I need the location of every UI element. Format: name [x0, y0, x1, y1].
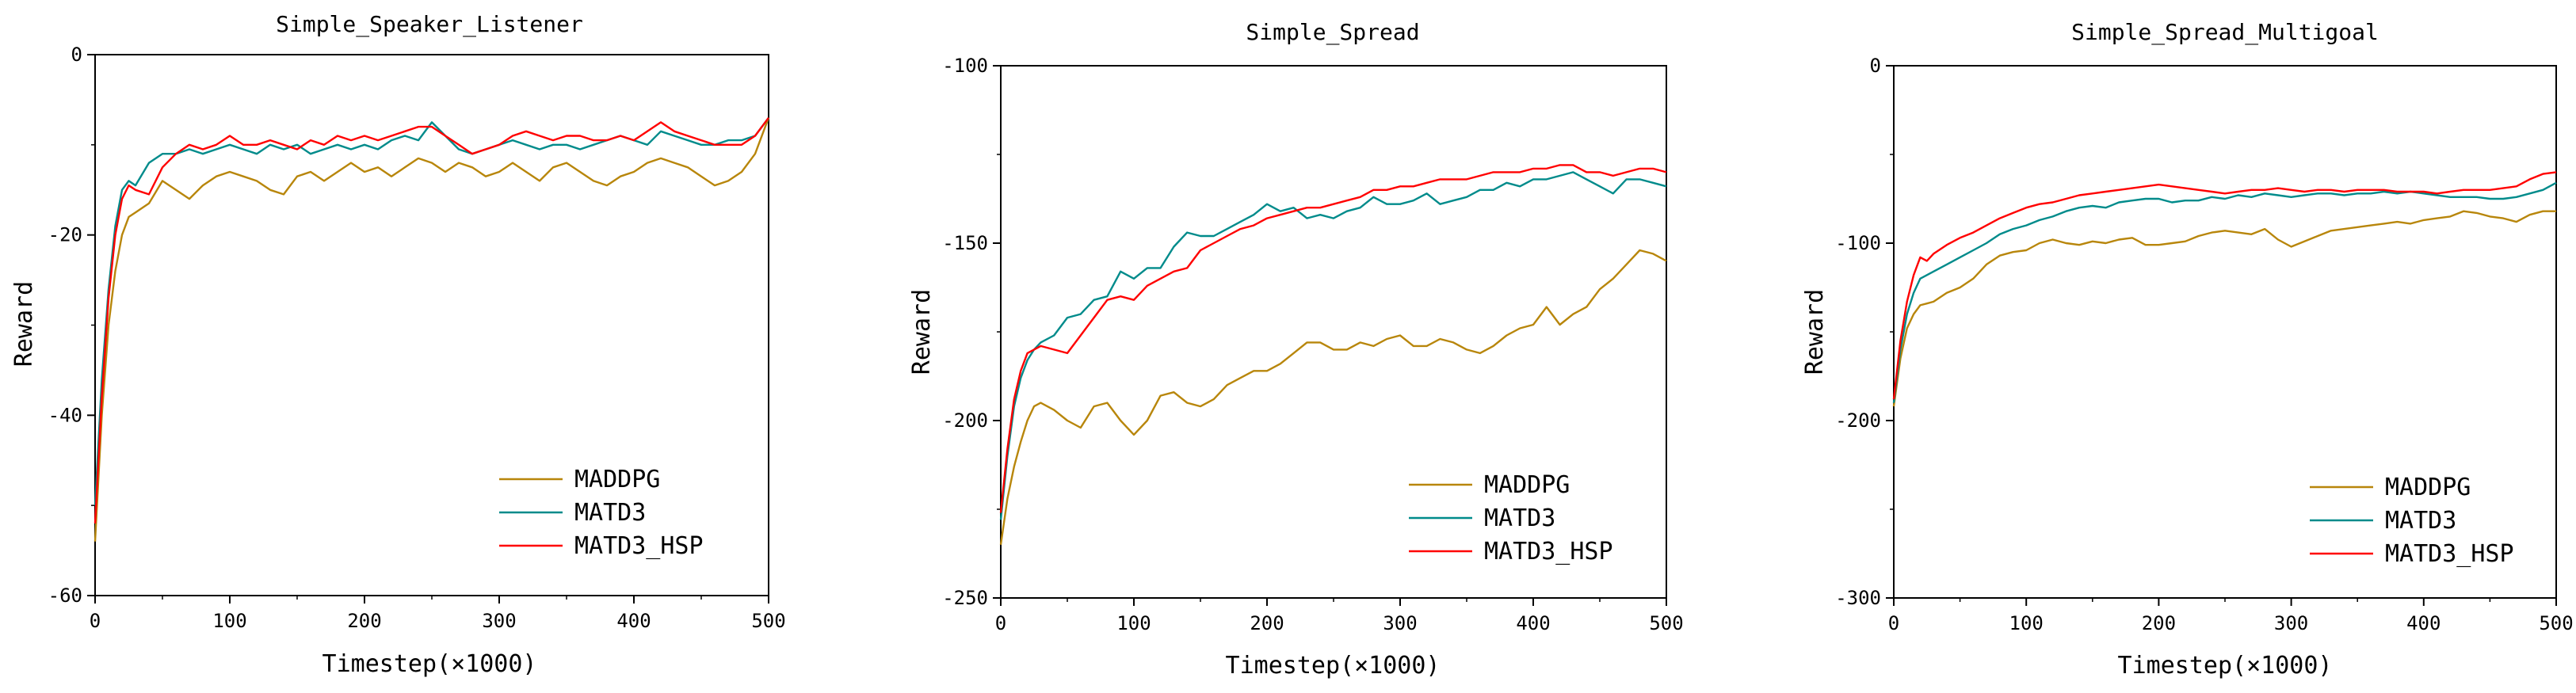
x-tick-label: 300 — [2274, 612, 2308, 634]
legend-label-matd3: MATD3 — [574, 499, 646, 527]
series-line-matd3-hsp — [93, 116, 769, 524]
legend-label-maddpg: MADDPG — [1484, 471, 1570, 499]
y-tick-label: 0 — [71, 44, 82, 66]
plot-frame — [1000, 65, 1667, 599]
y-tick-label: -300 — [1835, 587, 1881, 609]
series-line-maddpg — [1892, 210, 2556, 407]
x-tick-label: 300 — [1383, 612, 1417, 634]
y-axis-label: Reward — [1801, 289, 1829, 375]
y-axis-label: Reward — [908, 289, 936, 375]
x-tick-label: 400 — [2406, 612, 2441, 634]
y-tick-label: -40 — [48, 404, 82, 426]
y-tick-label: -20 — [48, 224, 82, 246]
legend-label-matd3-hsp: MATD3_HSP — [574, 532, 704, 560]
legend-label-maddpg: MADDPG — [574, 466, 660, 493]
x-tick-label: 0 — [995, 612, 1006, 634]
y-tick-label: -60 — [48, 584, 82, 607]
legend-label-matd3-hsp: MATD3_HSP — [2385, 540, 2514, 568]
chart-panel-speaker-listener: Simple_Speaker_Listener Timestep(×1000) … — [10, 11, 786, 678]
series-group — [93, 116, 770, 542]
x-axis-label: Timestep(×1000) — [1226, 652, 1441, 680]
chart-title: Simple_Spread — [1246, 19, 1419, 46]
series-line-maddpg — [999, 249, 1667, 545]
legend: MADDPG MATD3 MATD3_HSP — [2310, 474, 2514, 568]
chart-panel-spread-multigoal: Simple_Spread_Multigoal Timestep(×1000) … — [1801, 19, 2574, 680]
y-tick-label: -200 — [942, 409, 988, 432]
legend-label-matd3: MATD3 — [2385, 507, 2456, 535]
series-line-matd3 — [999, 171, 1667, 520]
chart-title: Simple_Spread_Multigoal — [2071, 19, 2379, 46]
y-tick-label: -150 — [942, 232, 988, 254]
series-line-maddpg — [93, 117, 770, 542]
y-tick-label: -250 — [942, 587, 988, 609]
tick-group: 0 100 200 300 400 500 -250 -200 -150 -100 — [942, 55, 1683, 634]
x-axis-label: Timestep(×1000) — [322, 650, 537, 678]
legend-label-maddpg: MADDPG — [2385, 474, 2471, 501]
y-tick-label: 0 — [1870, 55, 1881, 77]
series-line-matd3 — [93, 116, 769, 506]
legend: MADDPG MATD3 MATD3_HSP — [1409, 471, 1613, 565]
series-group — [1892, 171, 2557, 407]
x-tick-label: 500 — [751, 610, 785, 632]
plot-frame — [94, 54, 769, 596]
x-tick-label: 300 — [482, 610, 516, 632]
series-line-matd3-hsp — [999, 164, 1667, 513]
series-line-matd3 — [1892, 181, 2557, 403]
x-tick-label: 0 — [90, 610, 101, 632]
y-axis-label: Reward — [10, 281, 38, 367]
legend-label-matd3: MATD3 — [1484, 505, 1555, 532]
x-tick-label: 400 — [1516, 612, 1550, 634]
x-tick-label: 500 — [2539, 612, 2573, 634]
plot-frame — [1893, 65, 2557, 599]
legend-label-matd3-hsp: MATD3_HSP — [1484, 538, 1613, 565]
chart-panel-spread: Simple_Spread Timestep(×1000) Reward 0 10… — [908, 19, 1684, 680]
x-tick-label: 200 — [1250, 612, 1284, 634]
tick-group: 0 100 200 300 400 500 -60 -40 -20 0 — [48, 44, 786, 632]
x-tick-label: 100 — [1116, 612, 1151, 634]
x-tick-label: 200 — [2142, 612, 2176, 634]
x-tick-label: 100 — [212, 610, 246, 632]
x-tick-label: 100 — [2009, 612, 2044, 634]
x-axis-label: Timestep(×1000) — [2118, 652, 2333, 680]
chart-title: Simple_Speaker_Listener — [276, 11, 583, 38]
tick-group: 0 100 200 300 400 500 -300 -200 -100 0 — [1835, 55, 2573, 634]
x-tick-label: 500 — [1649, 612, 1683, 634]
series-group — [999, 164, 1667, 545]
y-tick-label: -100 — [1835, 232, 1881, 254]
series-line-matd3-hsp — [1892, 171, 2557, 400]
y-tick-label: -200 — [1835, 409, 1881, 432]
x-tick-label: 200 — [347, 610, 381, 632]
legend: MADDPG MATD3 MATD3_HSP — [499, 466, 704, 560]
x-tick-label: 400 — [616, 610, 651, 632]
x-tick-label: 0 — [1888, 612, 1899, 634]
y-tick-label: -100 — [942, 55, 988, 77]
